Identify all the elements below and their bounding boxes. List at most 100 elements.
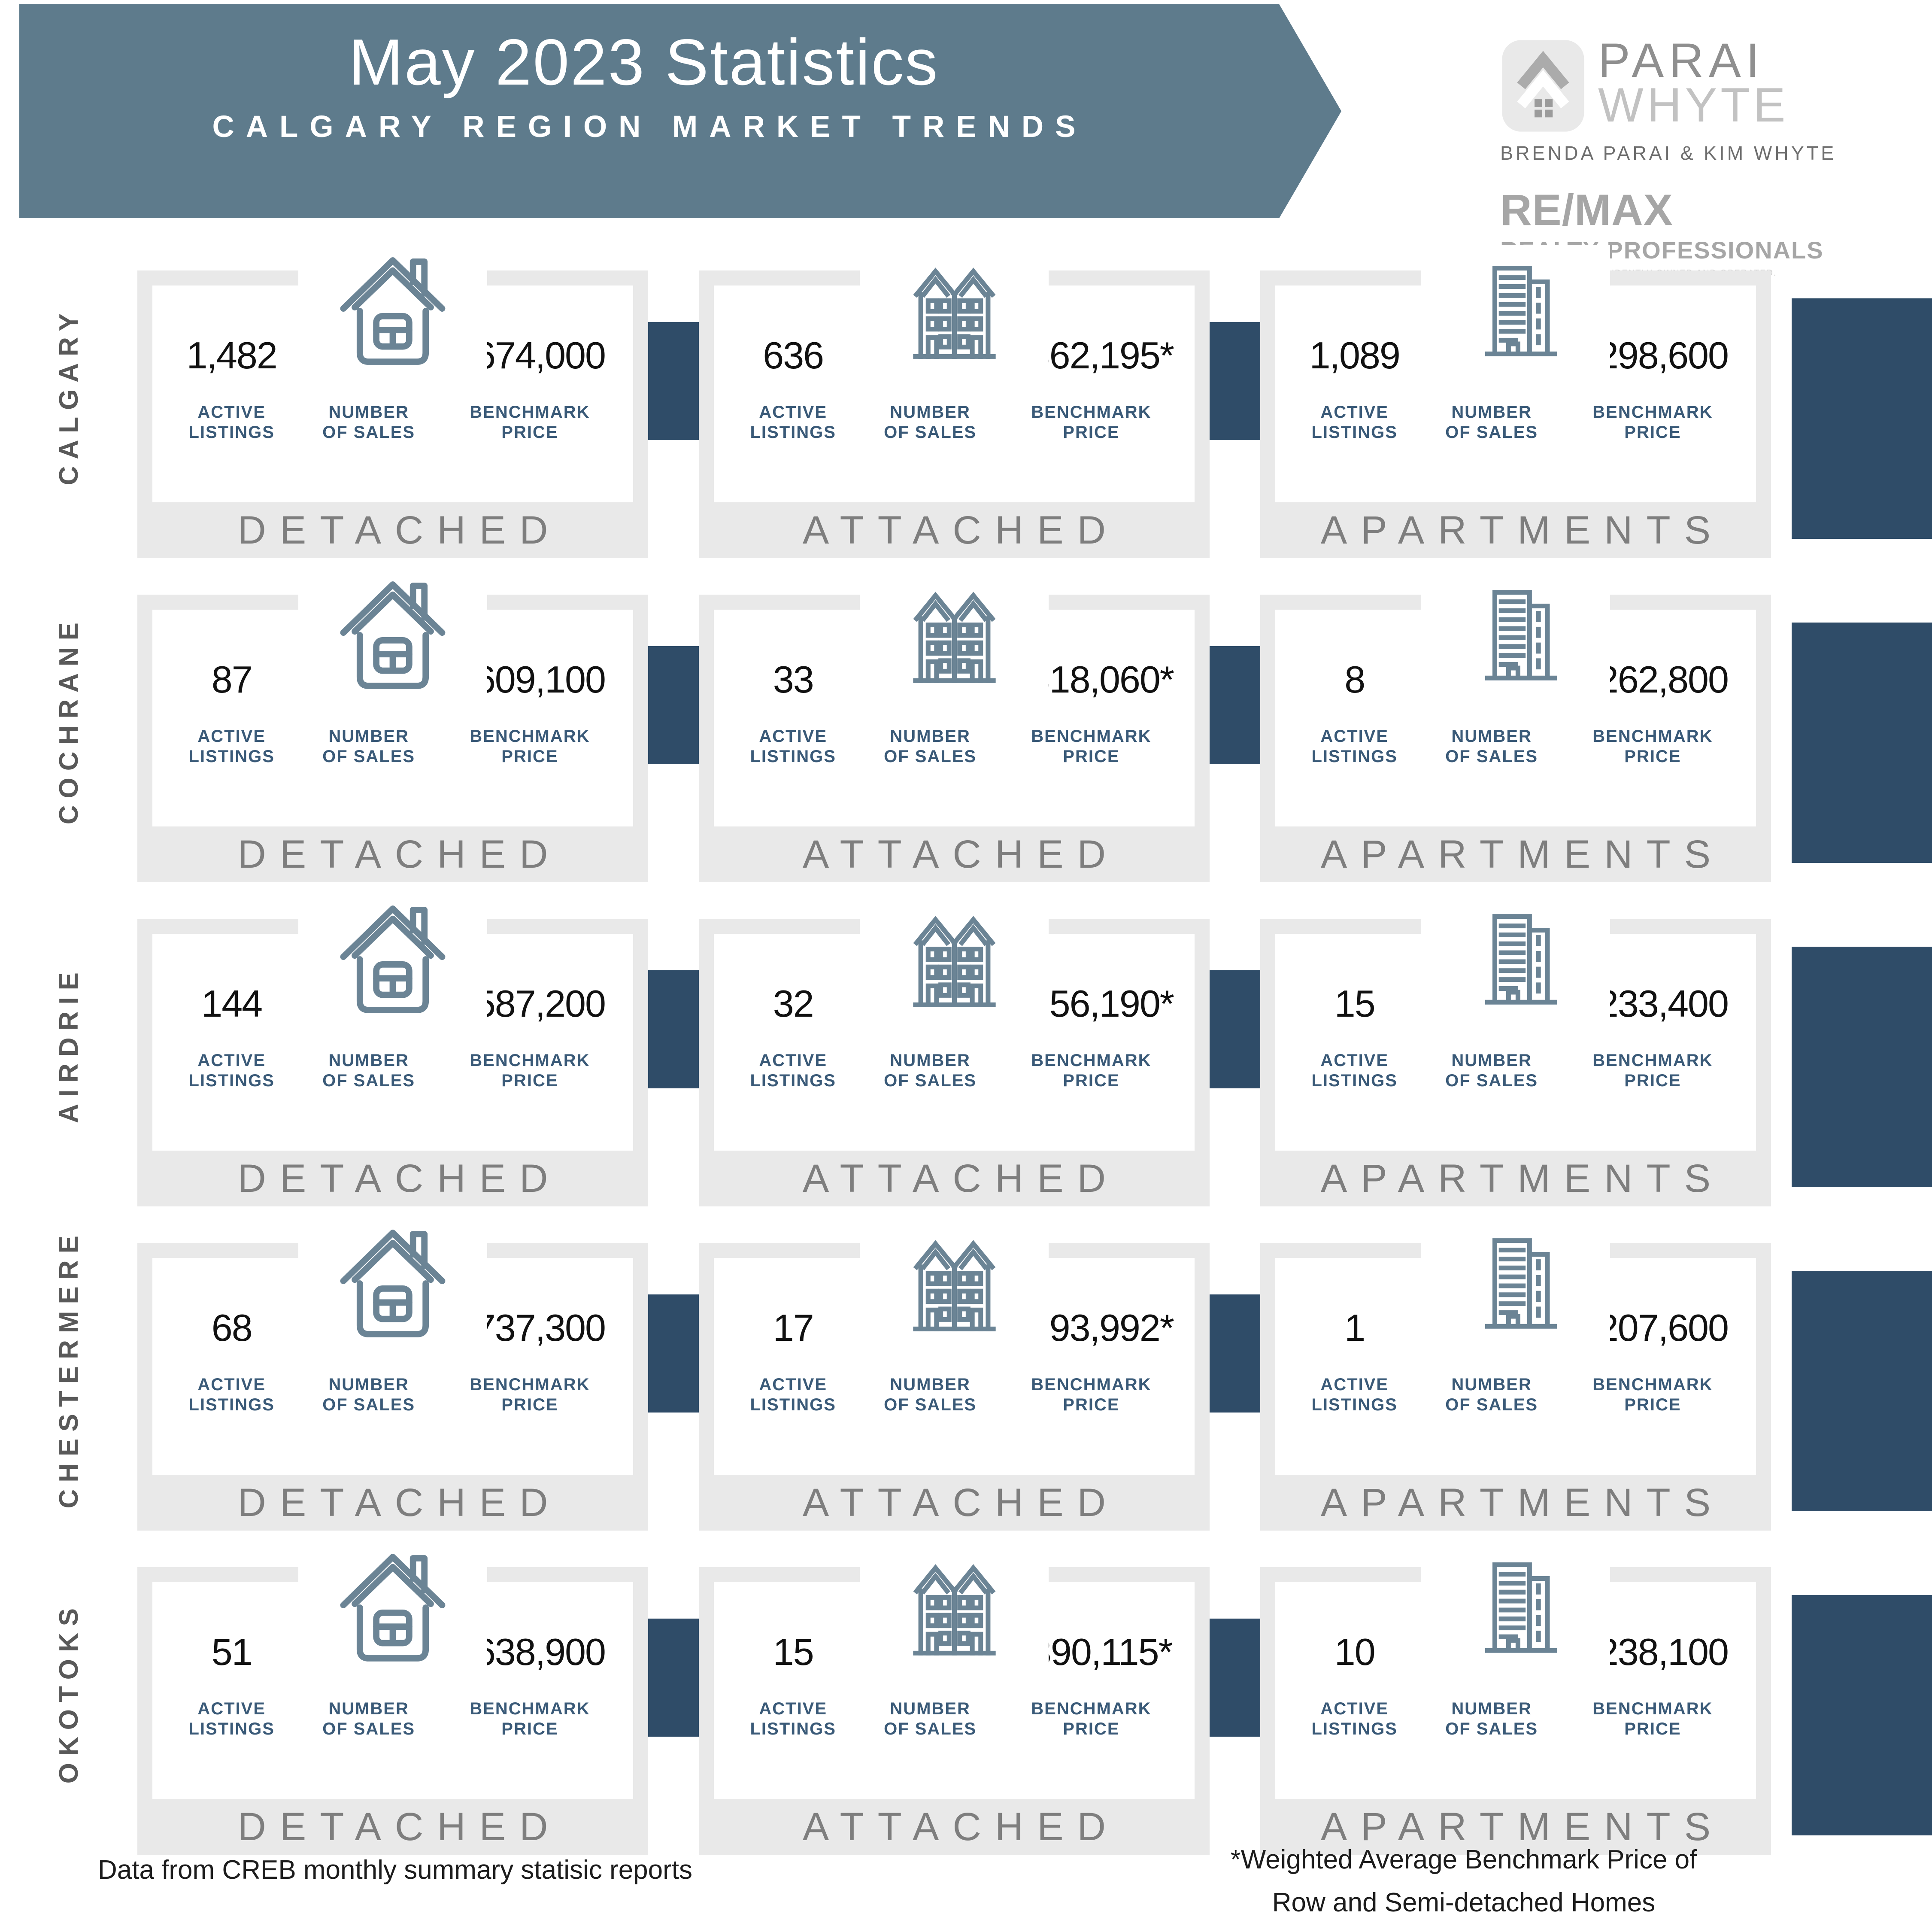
- active-listings-label: ACTIVE LISTINGS: [750, 1375, 836, 1415]
- benchmark-price-label: BENCHMARK PRICE: [1031, 1699, 1152, 1739]
- property-type-label: APARTMENTS: [1320, 1156, 1725, 1200]
- number-of-sales-label: NUMBER OF SALES: [1445, 727, 1538, 766]
- property-type-label: APARTMENTS: [1320, 832, 1725, 876]
- number-of-sales-label: NUMBER OF SALES: [884, 727, 977, 766]
- apartment-icon: [1421, 245, 1610, 376]
- benchmark-price-label: BENCHMARK PRICE: [1031, 1375, 1152, 1415]
- benchmark-price-label: BENCHMARK PRICE: [470, 1699, 590, 1739]
- connector-block: [648, 1619, 699, 1737]
- active-listings-value: 1,089: [1309, 334, 1401, 377]
- benchmark-price-label: BENCHMARK PRICE: [470, 727, 590, 766]
- active-listings-value: 144: [201, 982, 263, 1025]
- connector-block: [648, 322, 699, 440]
- property-type-label: ATTACHED: [802, 1480, 1120, 1525]
- active-listings-label: ACTIVE LISTINGS: [1311, 403, 1398, 442]
- townhouse-icon: [860, 569, 1049, 700]
- city-label: AIRDRIE: [54, 966, 84, 1123]
- number-of-sales-label: NUMBER OF SALES: [322, 403, 416, 442]
- agent-names: BRENDA PARAI & KIM WHYTE: [1500, 142, 1837, 164]
- active-listings-label: ACTIVE LISTINGS: [1311, 727, 1398, 766]
- house-icon: [298, 245, 487, 376]
- data-source-note: Data from CREB monthly summary statisic …: [98, 1855, 693, 1885]
- house-icon: [298, 569, 487, 700]
- active-listings-label: ACTIVE LISTINGS: [188, 1375, 275, 1415]
- edge-block: [1792, 298, 1932, 539]
- active-listings-label: ACTIVE LISTINGS: [188, 727, 275, 766]
- connector-block: [1210, 1619, 1260, 1737]
- connector-block: [648, 646, 699, 764]
- active-listings-label: ACTIVE LISTINGS: [188, 1051, 275, 1091]
- benchmark-price-label: BENCHMARK PRICE: [470, 1051, 590, 1091]
- benchmark-price-label: BENCHMARK PRICE: [1592, 1051, 1713, 1091]
- benchmark-price-label: BENCHMARK PRICE: [470, 1375, 590, 1415]
- logo-name-whyte: WHYTE: [1598, 78, 1789, 132]
- number-of-sales-label: NUMBER OF SALES: [1445, 1699, 1538, 1739]
- property-type-label: DETACHED: [237, 1480, 562, 1525]
- property-type-label: APARTMENTS: [1320, 508, 1725, 552]
- apartment-icon: [1421, 1217, 1610, 1348]
- apartment-icon: [1421, 893, 1610, 1024]
- active-listings-value: 10: [1334, 1631, 1376, 1673]
- apartment-icon: [1421, 1541, 1610, 1672]
- active-listings-value: 8: [1344, 658, 1365, 701]
- number-of-sales-label: NUMBER OF SALES: [322, 1375, 416, 1415]
- property-type-label: DETACHED: [237, 832, 562, 876]
- connector-block: [648, 1294, 699, 1413]
- active-listings-label: ACTIVE LISTINGS: [1311, 1699, 1398, 1739]
- benchmark-price-label: BENCHMARK PRICE: [1031, 727, 1152, 766]
- logo-name-parai: PARAI: [1598, 33, 1765, 87]
- property-type-label: DETACHED: [237, 1804, 562, 1849]
- active-listings-value: 33: [773, 658, 814, 701]
- city-label: CHESTERMERE: [54, 1228, 84, 1509]
- number-of-sales-label: NUMBER OF SALES: [884, 1699, 977, 1739]
- remax-brand: RE/MAX: [1500, 185, 1673, 234]
- number-of-sales-label: NUMBER OF SALES: [322, 1051, 416, 1091]
- edge-block: [1792, 1271, 1932, 1511]
- number-of-sales-label: NUMBER OF SALES: [884, 403, 977, 442]
- townhouse-icon: [860, 1217, 1049, 1348]
- active-listings-value: 15: [1334, 982, 1376, 1025]
- property-type-label: ATTACHED: [802, 1804, 1120, 1849]
- edge-block: [1792, 623, 1932, 863]
- edge-block: [1792, 947, 1932, 1187]
- number-of-sales-label: NUMBER OF SALES: [884, 1051, 977, 1091]
- connector-block: [1210, 970, 1260, 1088]
- active-listings-value: 17: [773, 1306, 814, 1349]
- header-banner: May 2023 Statistics CALGARY REGION MARKE…: [19, 4, 1341, 218]
- benchmark-price-label: BENCHMARK PRICE: [1592, 1699, 1713, 1739]
- active-listings-label: ACTIVE LISTINGS: [750, 1699, 836, 1739]
- connector-block: [1210, 646, 1260, 764]
- active-listings-value: 636: [763, 334, 824, 377]
- benchmark-price-label: BENCHMARK PRICE: [470, 403, 590, 442]
- property-type-label: DETACHED: [237, 508, 562, 552]
- property-type-label: ATTACHED: [802, 1156, 1120, 1200]
- active-listings-label: ACTIVE LISTINGS: [1311, 1375, 1398, 1415]
- active-listings-label: ACTIVE LISTINGS: [750, 403, 836, 442]
- townhouse-icon: [860, 245, 1049, 376]
- number-of-sales-label: NUMBER OF SALES: [884, 1375, 977, 1415]
- benchmark-price-label: BENCHMARK PRICE: [1592, 1375, 1713, 1415]
- number-of-sales-label: NUMBER OF SALES: [322, 1699, 416, 1739]
- number-of-sales-label: NUMBER OF SALES: [322, 727, 416, 766]
- edge-block: [1792, 1595, 1932, 1835]
- property-type-label: ATTACHED: [802, 508, 1120, 552]
- property-type-label: APARTMENTS: [1320, 1804, 1725, 1849]
- house-icon: [298, 1217, 487, 1348]
